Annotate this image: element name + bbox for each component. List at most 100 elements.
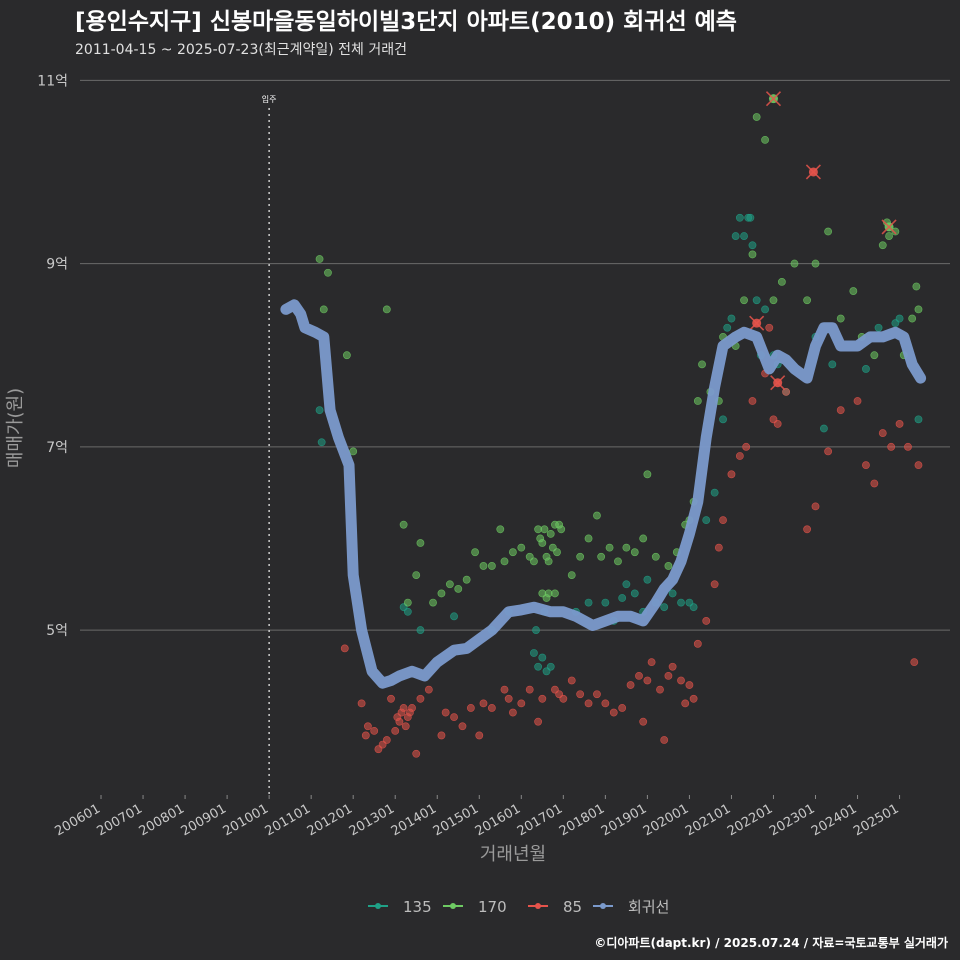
point-135	[895, 314, 904, 323]
point-135	[450, 612, 458, 621]
highlight-cross	[881, 219, 897, 235]
point-85	[895, 420, 904, 428]
point-135	[828, 360, 837, 369]
highlight-marker	[749, 315, 765, 331]
point-85	[412, 749, 421, 758]
point-85	[853, 397, 862, 405]
point-170	[769, 296, 778, 305]
highlight-marker	[765, 91, 782, 107]
point-170	[567, 571, 576, 579]
point-85	[719, 516, 727, 525]
point-170	[487, 562, 496, 570]
point-85	[487, 704, 496, 712]
point-85	[382, 736, 391, 744]
point-85	[914, 461, 923, 470]
point-85	[437, 731, 446, 740]
point-135	[914, 415, 923, 424]
point-85	[361, 731, 370, 740]
point-85	[395, 717, 404, 726]
legend-item: 85	[528, 898, 582, 916]
point-170	[752, 113, 761, 121]
point-85	[693, 639, 702, 648]
point-135	[746, 213, 755, 222]
point-85	[504, 694, 513, 703]
point-170	[496, 525, 505, 534]
point-135	[584, 598, 593, 607]
point-170	[530, 557, 538, 566]
point-85	[534, 717, 543, 726]
regression-line	[280, 299, 927, 689]
point-135	[530, 649, 538, 657]
point-170	[324, 268, 332, 277]
point-85	[584, 699, 593, 708]
point-170	[605, 543, 614, 552]
point-170	[803, 296, 812, 305]
point-85	[441, 708, 450, 717]
point-170	[614, 557, 622, 566]
point-170	[462, 575, 471, 584]
point-85	[576, 690, 585, 699]
point-170	[517, 543, 526, 552]
point-135	[874, 323, 883, 332]
point-135	[740, 232, 748, 240]
point-85	[559, 694, 568, 703]
point-170	[811, 259, 820, 268]
point-85	[727, 470, 736, 479]
point-85	[609, 708, 618, 717]
point-85	[424, 685, 433, 694]
point-170	[315, 255, 324, 263]
point-85	[593, 690, 601, 699]
y-tick-label: 5억	[46, 623, 68, 639]
legend-label: 170	[478, 898, 507, 916]
move-in-annotation: 입주	[262, 95, 276, 795]
point-170	[342, 351, 351, 360]
point-85	[370, 726, 379, 735]
point-135	[660, 603, 669, 612]
point-170	[546, 529, 555, 538]
point-135	[317, 438, 326, 447]
point-170	[693, 397, 702, 405]
point-170	[576, 552, 585, 561]
point-170	[454, 584, 463, 593]
point-170	[912, 282, 921, 291]
legend-swatch-dot	[375, 903, 381, 909]
point-170	[597, 552, 606, 561]
point-170	[664, 562, 673, 570]
point-170	[914, 305, 923, 314]
point-170	[761, 135, 769, 144]
point-85	[635, 671, 643, 680]
point-135	[748, 241, 757, 250]
point-85	[677, 676, 685, 685]
highlight-cross	[805, 164, 821, 180]
point-135	[862, 365, 870, 373]
legend-label: 85	[563, 898, 582, 916]
point-85	[773, 420, 782, 428]
point-170	[538, 539, 547, 547]
point-170	[429, 598, 437, 607]
point-170	[824, 227, 833, 236]
point-85	[517, 699, 526, 708]
gridlines	[80, 79, 950, 631]
point-85	[450, 713, 458, 722]
point-170	[885, 232, 893, 240]
point-85	[887, 442, 896, 451]
point-170	[891, 227, 900, 236]
point-170	[740, 296, 748, 305]
point-135	[731, 232, 740, 240]
y-tick-label: 7억	[46, 440, 68, 456]
point-135	[315, 406, 324, 415]
point-170	[622, 543, 631, 552]
point-135	[403, 607, 412, 616]
y-tick-label: 9억	[46, 257, 68, 273]
point-85	[363, 722, 372, 731]
point-135	[630, 589, 639, 598]
point-85	[735, 452, 744, 460]
point-135	[761, 305, 769, 314]
point-170	[593, 511, 601, 520]
point-85	[408, 704, 416, 712]
point-85	[643, 676, 652, 685]
point-85	[475, 731, 484, 740]
point-85	[466, 704, 475, 712]
